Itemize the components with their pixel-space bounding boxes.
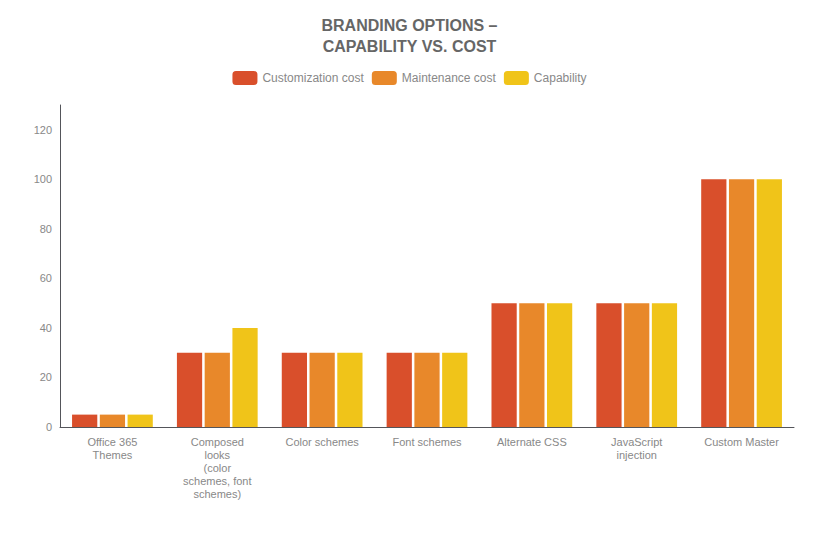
svg-text:60: 60 bbox=[40, 272, 52, 284]
svg-text:Office 365: Office 365 bbox=[87, 436, 137, 448]
svg-text:100: 100 bbox=[34, 173, 52, 185]
svg-text:20: 20 bbox=[40, 371, 52, 383]
svg-text:Customization cost: Customization cost bbox=[262, 71, 364, 85]
svg-text:Capability: Capability bbox=[534, 71, 587, 85]
svg-text:Color schemes: Color schemes bbox=[285, 436, 359, 448]
svg-text:schemes): schemes) bbox=[193, 488, 241, 500]
svg-text:looks: looks bbox=[204, 449, 230, 461]
svg-text:120: 120 bbox=[34, 124, 52, 136]
svg-text:Alternate CSS: Alternate CSS bbox=[497, 436, 567, 448]
svg-text:40: 40 bbox=[40, 322, 52, 334]
svg-text:(color: (color bbox=[204, 462, 232, 474]
svg-text:Themes: Themes bbox=[93, 449, 133, 461]
svg-text:Custom Master: Custom Master bbox=[704, 436, 779, 448]
svg-text:Composed: Composed bbox=[191, 436, 244, 448]
svg-text:0: 0 bbox=[46, 421, 52, 433]
svg-text:schemes, font: schemes, font bbox=[183, 475, 251, 487]
svg-text:injection: injection bbox=[617, 449, 657, 461]
svg-text:BRANDING OPTIONS –: BRANDING OPTIONS – bbox=[321, 17, 497, 34]
svg-text:Font schemes: Font schemes bbox=[392, 436, 462, 448]
svg-text:Maintenance cost: Maintenance cost bbox=[402, 71, 497, 85]
svg-text:CAPABILITY VS. COST: CAPABILITY VS. COST bbox=[323, 38, 497, 55]
svg-text:JavaScript: JavaScript bbox=[611, 436, 662, 448]
svg-text:80: 80 bbox=[40, 223, 52, 235]
